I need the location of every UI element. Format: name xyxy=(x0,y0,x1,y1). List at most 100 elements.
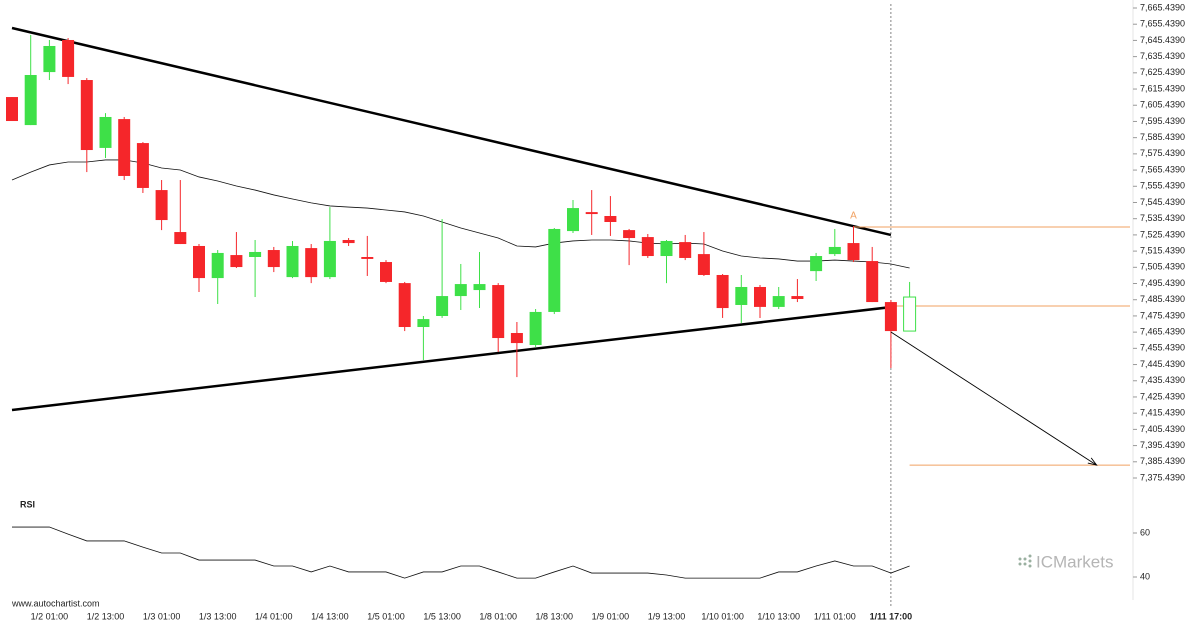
candle-body xyxy=(847,243,860,261)
rsi-y-tick-label: 60 xyxy=(1140,527,1150,537)
candle-body xyxy=(136,143,149,188)
x-tick-label: 1/10 01:00 xyxy=(701,611,744,621)
forecast-arrow xyxy=(890,331,1097,466)
x-tick-label: 1/5 01:00 xyxy=(367,611,405,621)
candle-body xyxy=(754,286,766,307)
y-tick-label: 7,495.4390 xyxy=(1140,278,1185,288)
candle-body xyxy=(641,237,654,257)
y-tick-label: 7,485.4390 xyxy=(1140,294,1185,304)
candle-body xyxy=(623,230,636,239)
y-tick-label: 7,515.4390 xyxy=(1140,245,1185,255)
candle-body xyxy=(679,242,692,258)
rsi-title: RSI xyxy=(20,499,35,509)
y-tick-label: 7,425.4390 xyxy=(1140,391,1185,401)
candle-body xyxy=(866,261,879,303)
y-tick-label: 7,525.4390 xyxy=(1140,229,1185,239)
candle-body xyxy=(436,296,449,316)
y-tick-label: 7,385.4390 xyxy=(1140,456,1185,466)
x-tick-label: 1/9 13:00 xyxy=(648,611,686,621)
y-tick-label: 7,645.4390 xyxy=(1140,35,1185,45)
candle-body xyxy=(510,333,523,344)
candle-body xyxy=(99,116,112,148)
candle-body xyxy=(884,302,897,332)
y-tick-label: 7,575.4390 xyxy=(1140,148,1185,158)
candle-body xyxy=(791,296,804,299)
candle-body xyxy=(492,285,505,339)
trendline xyxy=(11,26,892,237)
y-tick-label: 7,475.4390 xyxy=(1140,310,1185,320)
candle-body xyxy=(548,228,561,312)
y-tick-label: 7,465.4390 xyxy=(1140,327,1185,337)
y-tick-label: 7,505.4390 xyxy=(1140,262,1185,272)
candle-body xyxy=(361,257,374,259)
x-tick-label: 1/5 13:00 xyxy=(423,611,461,621)
candle-body xyxy=(735,286,748,305)
trendline xyxy=(11,305,892,412)
candle-body xyxy=(155,190,168,221)
y-tick-label: 7,415.4390 xyxy=(1140,408,1185,418)
candle-body xyxy=(473,284,486,291)
candle-body xyxy=(828,246,841,255)
candle-body xyxy=(305,248,318,278)
candle-body xyxy=(716,274,729,309)
candle-body xyxy=(529,311,542,346)
candle-body xyxy=(174,232,187,245)
y-tick-label: 7,545.4390 xyxy=(1140,197,1185,207)
candle-body xyxy=(398,283,411,328)
y-tick-label: 7,455.4390 xyxy=(1140,343,1185,353)
brand: ICMarkets xyxy=(1036,552,1113,571)
candle-body xyxy=(903,296,917,332)
rsi-y-tick-label: 40 xyxy=(1140,571,1150,581)
candle-body xyxy=(810,256,823,272)
candle-body xyxy=(24,74,37,126)
x-tick-label: 1/4 13:00 xyxy=(311,611,349,621)
candle-body xyxy=(697,254,710,275)
candle-body xyxy=(230,255,243,268)
candle-body xyxy=(118,119,131,176)
candle-body xyxy=(249,251,262,258)
y-tick-label: 7,555.4390 xyxy=(1140,181,1185,191)
y-tick-label: 7,375.4390 xyxy=(1140,472,1185,482)
annotation: A xyxy=(850,211,857,222)
candle-body xyxy=(193,245,205,279)
candle-body xyxy=(80,80,93,151)
x-tick-label: 1/2 13:00 xyxy=(87,611,125,621)
x-tick-label: 1/3 01:00 xyxy=(143,611,181,621)
candle-body xyxy=(6,97,18,122)
y-tick-label: 7,435.4390 xyxy=(1140,375,1185,385)
candle-body xyxy=(323,240,336,278)
x-tick-label: 1/8 13:00 xyxy=(536,611,574,621)
x-tick-label: 1/8 01:00 xyxy=(479,611,517,621)
x-tick-label: 1/2 01:00 xyxy=(31,611,69,621)
y-tick-label: 7,565.4390 xyxy=(1140,164,1185,174)
candle-body xyxy=(585,212,598,215)
candle-body xyxy=(772,296,785,307)
candle-body xyxy=(660,240,673,257)
y-tick-label: 7,625.4390 xyxy=(1140,67,1185,77)
watermark: www.autochartist.com xyxy=(11,598,100,608)
candle-body xyxy=(267,250,280,268)
candle-body xyxy=(417,319,430,328)
y-tick-label: 7,445.4390 xyxy=(1140,359,1185,369)
y-tick-label: 7,615.4390 xyxy=(1140,83,1185,93)
rsi-line xyxy=(12,526,910,579)
candle-body xyxy=(380,262,392,282)
y-tick-label: 7,595.4390 xyxy=(1140,116,1185,126)
y-tick-label: 7,635.4390 xyxy=(1140,51,1185,61)
candle-body xyxy=(567,208,579,232)
y-tick-label: 7,605.4390 xyxy=(1140,100,1185,110)
arrow-head xyxy=(1087,457,1098,466)
x-tick-label: 1/11 01:00 xyxy=(814,611,856,621)
candle-body xyxy=(286,245,299,278)
candle-body xyxy=(62,39,75,77)
x-tick-label: 1/3 13:00 xyxy=(199,611,237,621)
x-tick-label: 1/4 01:00 xyxy=(255,611,293,621)
candle-body xyxy=(43,45,56,73)
moving-average xyxy=(11,159,910,269)
x-tick-label: 1/9 01:00 xyxy=(592,611,630,621)
y-tick-label: 7,405.4390 xyxy=(1140,424,1185,434)
candle-body xyxy=(342,239,355,244)
y-tick-label: 7,655.4390 xyxy=(1140,19,1185,29)
x-tick-label: 1/10 13:00 xyxy=(757,611,800,621)
